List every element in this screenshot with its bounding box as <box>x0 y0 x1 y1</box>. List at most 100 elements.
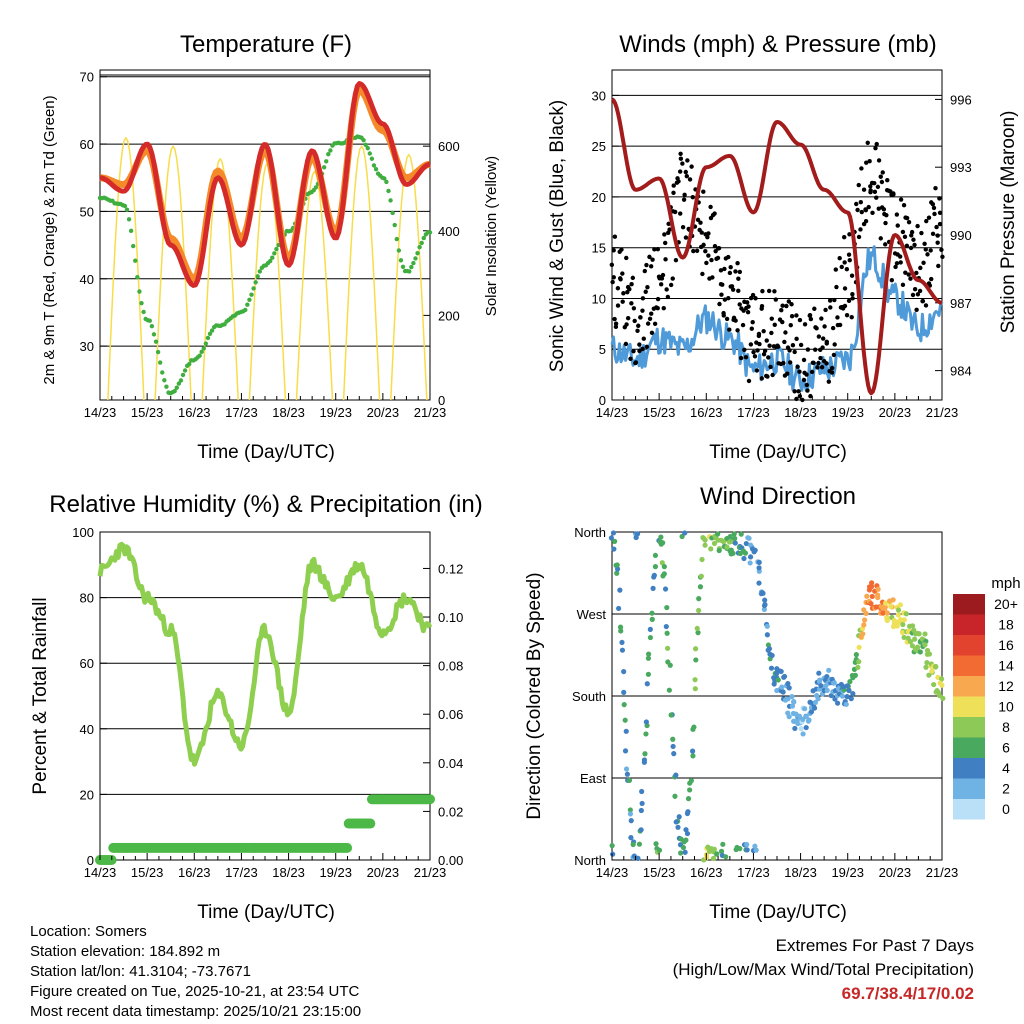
gust-point <box>643 289 648 294</box>
direction-point <box>609 843 615 849</box>
direction-point <box>931 681 937 688</box>
direction-point <box>623 766 630 772</box>
direction-point <box>627 811 634 817</box>
gust-point <box>648 264 654 269</box>
direction-point <box>805 718 812 724</box>
gust-point <box>640 308 645 313</box>
direction-point <box>897 602 903 608</box>
dewpoint-point <box>390 210 395 216</box>
gust-point <box>666 221 671 227</box>
gust-point <box>753 296 758 301</box>
gust-point <box>819 316 824 321</box>
temperature-y-tick-label: 50 <box>80 204 94 219</box>
direction-point <box>844 683 850 689</box>
direction-point <box>864 593 870 599</box>
gust-point <box>850 291 855 297</box>
direction-point <box>699 556 705 563</box>
gust-point <box>694 248 700 253</box>
direction-point <box>818 683 824 689</box>
direction-point <box>792 725 798 732</box>
gust-point <box>915 223 920 229</box>
solar-insolation-trace <box>201 158 239 401</box>
gust-point <box>716 246 722 251</box>
gust-point <box>682 192 687 198</box>
gust-point <box>795 364 800 369</box>
legend-swatch <box>953 778 985 799</box>
gust-point <box>681 197 687 202</box>
gust-point <box>641 336 646 341</box>
station-latlon: Station lat/lon: 41.3104; -73.7671 <box>30 963 252 980</box>
dewpoint-point <box>147 318 153 323</box>
gust-point <box>876 158 882 163</box>
direction-point <box>724 544 730 550</box>
direction-point <box>789 703 796 709</box>
humidity-x-tick-label: 17/23 <box>225 865 258 880</box>
dewpoint-point <box>392 222 397 228</box>
direction-point <box>742 550 749 556</box>
gust-point <box>703 248 708 254</box>
direction-point <box>652 552 659 559</box>
dewpoint-point <box>249 292 254 297</box>
gust-point <box>772 322 777 328</box>
gust-point <box>690 195 695 200</box>
gust-point <box>691 248 696 254</box>
direction-point <box>869 583 875 590</box>
temperature-right-y-tick-label: 200 <box>438 308 460 323</box>
gust-point <box>728 265 733 270</box>
dewpoint-point <box>243 307 248 313</box>
winds-right-axis-label: Station Pressure (Maroon) <box>998 111 1019 334</box>
gust-point <box>923 247 928 252</box>
direction-point <box>643 719 649 725</box>
direction-point <box>651 572 657 578</box>
gust-point <box>752 354 758 359</box>
direction-point <box>671 751 677 757</box>
gust-point <box>708 204 713 210</box>
gust-point <box>767 343 772 348</box>
gust-point <box>720 282 725 287</box>
gust-point <box>668 282 674 288</box>
gust-point <box>637 348 642 354</box>
gust-point <box>683 235 689 240</box>
gust-point <box>744 300 750 305</box>
gust-point <box>635 328 640 333</box>
gust-point <box>715 255 721 261</box>
gust-point <box>782 339 787 345</box>
direction-point <box>939 676 945 682</box>
gust-point <box>859 209 864 215</box>
dewpoint-point <box>382 176 387 181</box>
humidity-y-tick-label: 60 <box>80 656 94 671</box>
direction-point <box>752 547 758 553</box>
gust-point <box>930 231 936 236</box>
direction-point <box>716 547 722 554</box>
gust-point <box>906 272 911 277</box>
temperature-y-tick-label: 30 <box>80 339 94 354</box>
direction-point <box>759 589 765 596</box>
gust-point <box>909 233 914 238</box>
temperature-x-tick-label: 17/23 <box>225 405 258 420</box>
gust-point <box>842 303 848 309</box>
direction-point <box>624 771 630 777</box>
gust-point <box>937 221 943 227</box>
direction-point <box>692 646 699 652</box>
temperature-left-axis-label: 2m & 9m T (Red, Orange) & 2m Td (Green) <box>41 95 58 384</box>
direction-point <box>644 681 650 687</box>
humidity-right-y-tick-label: 0.10 <box>438 610 463 625</box>
direction-point <box>843 701 849 707</box>
station-location: Location: Somers <box>30 923 147 940</box>
direction-point <box>645 655 652 661</box>
direction-point <box>710 855 717 862</box>
direction-point <box>917 649 923 655</box>
direction-point <box>664 630 670 636</box>
gust-point <box>902 234 908 240</box>
gust-point <box>919 230 924 236</box>
direction-point <box>639 800 645 807</box>
gust-point <box>912 242 917 248</box>
temperature-y-tick-label: 70 <box>80 70 94 85</box>
gust-point <box>615 303 621 308</box>
gust-point <box>743 355 749 360</box>
gust-point <box>733 318 738 323</box>
direction-point <box>747 560 753 566</box>
gust-point <box>914 270 919 276</box>
direction-point <box>622 717 628 723</box>
gust-point <box>676 179 681 184</box>
